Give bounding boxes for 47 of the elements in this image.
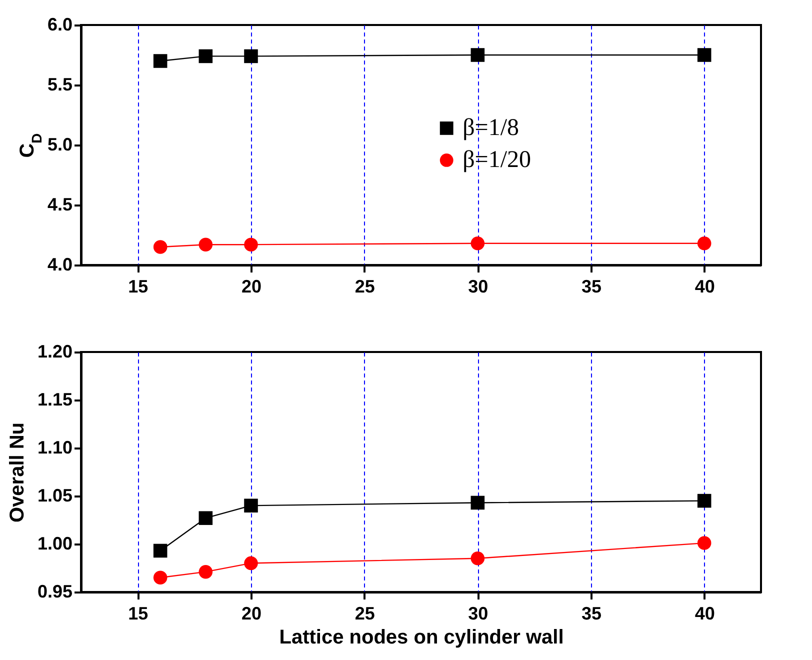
x-tick-label: 35: [581, 604, 602, 624]
x-tick-label: 30: [468, 276, 488, 296]
point: [244, 238, 258, 252]
y-tick-label: 0.95: [37, 582, 72, 602]
point: [470, 236, 485, 250]
point: [198, 564, 213, 579]
x-tick-label: 15: [128, 276, 148, 296]
point: [153, 570, 168, 584]
point: [470, 552, 485, 566]
y-tick-label: 1.10: [37, 438, 72, 458]
point: [697, 48, 712, 62]
x-tick-label: 40: [694, 604, 715, 624]
point: [198, 238, 213, 252]
point: [153, 240, 168, 254]
y-tick-label: 1.05: [37, 486, 72, 506]
x-tick-label: 15: [128, 604, 148, 624]
x-tick-label: 20: [241, 604, 262, 624]
y-tick-label: 1.00: [37, 534, 72, 554]
y-tick-label: 6.0: [47, 14, 72, 34]
point: [470, 496, 485, 510]
x-tick-label: 25: [354, 604, 375, 624]
x-tick-label: 20: [241, 276, 262, 296]
point: [198, 49, 213, 64]
y-tick-label: 4.0: [47, 254, 72, 274]
point: [244, 556, 258, 570]
legend-label: β=1/20: [462, 147, 532, 174]
point: [470, 48, 485, 62]
y-tick-label: 4.5: [47, 194, 72, 214]
x-tick-label: 40: [694, 276, 715, 296]
x-axis-title: Lattice nodes on cylinder wall: [279, 626, 564, 648]
legend-label: β=1/8: [462, 115, 520, 142]
y-tick-label: 5.5: [47, 74, 72, 94]
y-axis-title: Overall Nu: [6, 422, 28, 523]
y-tick-label: 1.15: [37, 390, 72, 410]
x-tick-label: 25: [354, 276, 375, 296]
point: [697, 536, 712, 550]
point: [153, 544, 168, 558]
point: [244, 49, 258, 64]
point: [697, 236, 712, 250]
y-tick-label: 5.0: [47, 134, 72, 154]
point: [153, 54, 168, 68]
point: [697, 494, 712, 508]
point: [198, 511, 213, 525]
x-tick-label: 30: [468, 604, 488, 624]
x-tick-label: 35: [581, 276, 602, 296]
point: [244, 498, 258, 512]
y-tick-label: 1.20: [37, 342, 72, 362]
